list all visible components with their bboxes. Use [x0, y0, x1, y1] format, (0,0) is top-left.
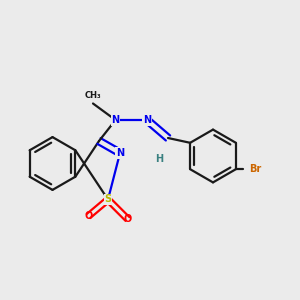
Text: N: N — [116, 148, 124, 158]
Text: CH₃: CH₃ — [85, 92, 101, 100]
Text: N: N — [143, 115, 151, 125]
Text: S: S — [104, 194, 112, 205]
Text: Br: Br — [249, 164, 262, 174]
Text: H: H — [155, 154, 163, 164]
Text: N: N — [111, 115, 120, 125]
Text: O: O — [84, 211, 93, 221]
Text: O: O — [123, 214, 132, 224]
